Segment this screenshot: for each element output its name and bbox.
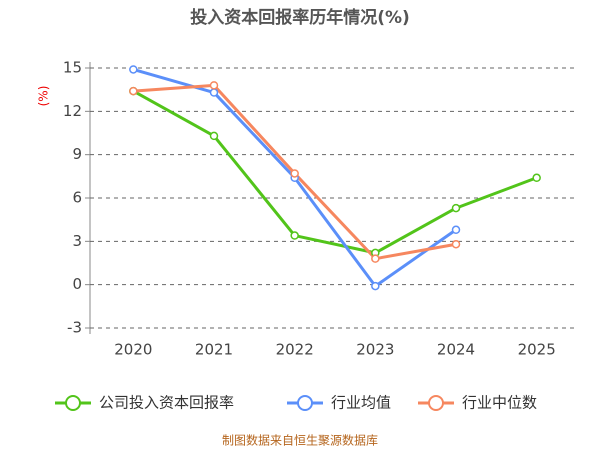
x-tick-label: 2020 <box>114 341 152 359</box>
y-tick-label: 6 <box>72 189 82 207</box>
data-point <box>451 239 461 249</box>
x-tick-label: 2024 <box>437 341 475 359</box>
x-tick-label: 2025 <box>518 341 556 359</box>
y-tick-label: 0 <box>72 275 82 293</box>
source-note: 制图数据来自恒生聚源数据库 <box>222 433 378 448</box>
legend-label: 行业均值 <box>331 394 391 412</box>
chart-title: 投入资本回报率历年情况(%) <box>190 7 410 28</box>
data-point <box>532 173 541 183</box>
data-point <box>209 88 219 97</box>
x-tick-label: 2022 <box>276 341 314 359</box>
x-tick-label: 2023 <box>356 341 394 359</box>
legend-marker <box>65 395 81 411</box>
data-point <box>290 169 299 178</box>
series-line <box>132 89 538 255</box>
y-axis-label: (%) <box>37 86 51 107</box>
y-tick-label: 15 <box>63 59 82 77</box>
y-tick-label: -3 <box>67 319 82 337</box>
x-tick-label: 2021 <box>195 341 233 359</box>
data-point <box>129 65 138 74</box>
data-point <box>129 86 138 96</box>
y-tick-label: 3 <box>72 232 82 250</box>
data-point <box>371 281 380 291</box>
data-point <box>209 131 219 141</box>
legend-label: 行业中位数 <box>462 394 537 412</box>
data-point <box>451 203 461 213</box>
data-point <box>290 231 299 240</box>
legend-marker <box>428 395 444 411</box>
data-point <box>371 254 380 263</box>
y-tick-label: 12 <box>63 102 82 120</box>
y-tick-label: 9 <box>72 145 82 163</box>
legend-label: 公司投入资本回报率 <box>99 394 234 412</box>
legend-marker <box>297 395 313 411</box>
data-point <box>209 81 219 90</box>
data-point <box>451 225 461 235</box>
